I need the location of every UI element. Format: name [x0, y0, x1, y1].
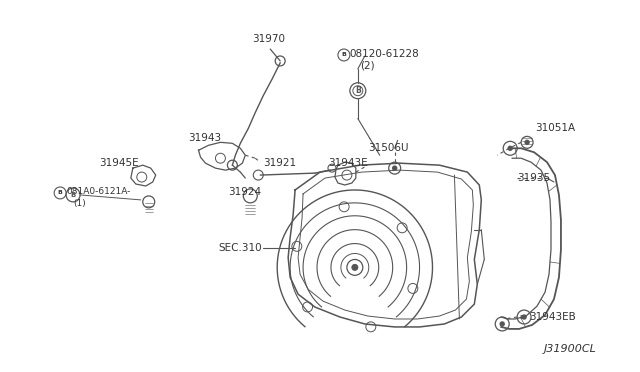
- Text: 31943EB: 31943EB: [529, 312, 576, 322]
- Text: 31970: 31970: [252, 34, 285, 44]
- Circle shape: [525, 140, 529, 144]
- Text: 31935: 31935: [517, 173, 550, 183]
- Text: (2): (2): [360, 61, 374, 71]
- Text: 31921: 31921: [263, 158, 296, 168]
- Circle shape: [500, 322, 504, 326]
- Circle shape: [522, 315, 526, 319]
- Text: 08120-61228: 08120-61228: [350, 49, 420, 59]
- Circle shape: [508, 146, 512, 150]
- Circle shape: [393, 166, 397, 170]
- Text: 081A0-6121A-: 081A0-6121A-: [66, 187, 131, 196]
- Text: SEC.310: SEC.310: [218, 243, 262, 253]
- Text: 31924: 31924: [228, 187, 262, 197]
- Circle shape: [352, 264, 358, 270]
- Text: 31051A: 31051A: [535, 124, 575, 134]
- Text: B: B: [70, 192, 76, 198]
- Text: 31943E: 31943E: [328, 158, 367, 168]
- Text: 31945E: 31945E: [99, 158, 139, 168]
- Text: B: B: [520, 314, 525, 320]
- Text: 31943: 31943: [189, 133, 221, 143]
- Text: B: B: [355, 86, 361, 95]
- Text: B: B: [342, 52, 346, 58]
- Text: B: B: [58, 190, 63, 195]
- Text: J31900CL: J31900CL: [544, 344, 597, 354]
- Text: (1): (1): [73, 199, 86, 208]
- Text: 31506U: 31506U: [368, 143, 408, 153]
